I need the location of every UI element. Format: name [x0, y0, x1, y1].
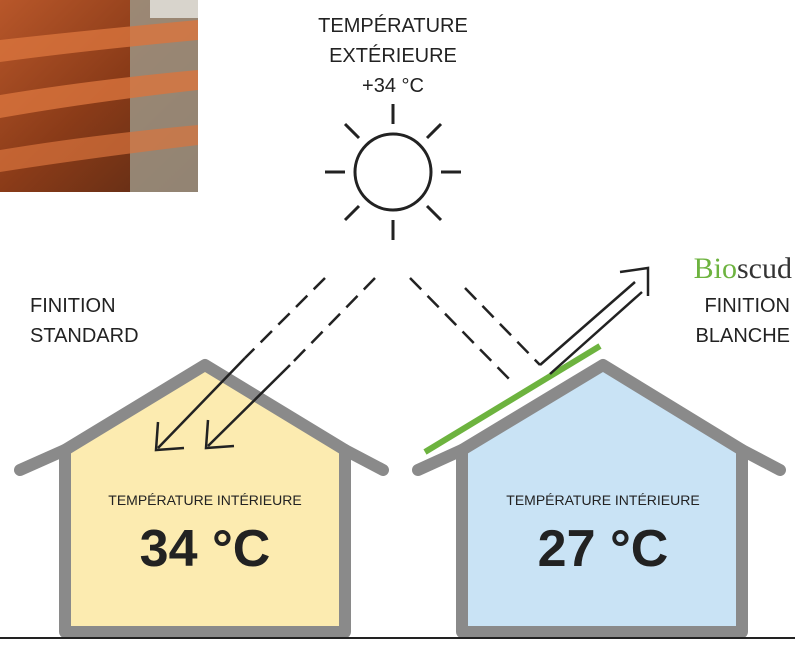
finish-label: STANDARD: [30, 325, 139, 347]
inside-temp: 34 °C: [140, 520, 271, 578]
brand-part: scud: [737, 252, 792, 285]
brand: Bioscud: [694, 252, 792, 285]
outside-temp: +34 °C: [362, 75, 424, 97]
sun-rays: [154, 266, 650, 452]
finish-label: FINITION: [704, 295, 790, 317]
finish-label: FINITION: [30, 295, 116, 317]
sun: [325, 104, 461, 240]
brand-part: Bio: [694, 252, 737, 285]
outside-label: TEMPÉRATURE: [318, 14, 468, 37]
house-standard: [14, 359, 389, 638]
roof-photo: [0, 0, 198, 192]
outside-label: EXTÉRIEURE: [329, 44, 457, 67]
finish-label: BLANCHE: [696, 325, 790, 347]
inside-label: TEMPÉRATURE INTÉRIEURE: [506, 492, 699, 508]
house-white: [412, 343, 786, 638]
inside-temp: 27 °C: [538, 520, 669, 578]
inside-label: TEMPÉRATURE INTÉRIEURE: [108, 492, 301, 508]
